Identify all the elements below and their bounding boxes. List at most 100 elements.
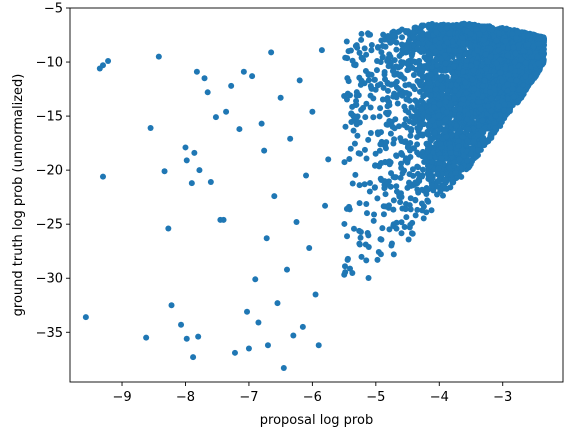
data-point	[436, 120, 443, 127]
data-point	[452, 170, 459, 177]
data-point	[165, 225, 172, 232]
x-tick-label: −6	[303, 390, 322, 405]
data-point	[358, 30, 365, 37]
data-point	[443, 109, 450, 116]
data-point	[522, 73, 529, 80]
data-point	[365, 274, 372, 281]
data-point	[501, 107, 508, 114]
data-point	[435, 178, 442, 185]
data-point	[456, 156, 463, 163]
data-point	[469, 146, 476, 153]
data-point	[513, 77, 520, 84]
data-point	[378, 160, 385, 167]
data-point	[363, 257, 370, 264]
data-point	[183, 335, 190, 342]
data-point	[410, 34, 417, 41]
data-point	[495, 103, 502, 110]
x-tick-label: −8	[176, 390, 195, 405]
data-point	[394, 100, 401, 107]
data-point	[518, 56, 525, 63]
data-point	[487, 53, 494, 60]
data-point	[385, 63, 392, 70]
data-point	[315, 342, 322, 349]
data-point	[507, 65, 514, 72]
data-point	[190, 354, 197, 361]
data-point	[368, 41, 375, 48]
data-point	[388, 240, 395, 247]
data-point	[487, 89, 494, 96]
data-point	[446, 30, 453, 37]
data-point	[444, 88, 451, 95]
data-point	[460, 68, 467, 75]
data-point	[287, 135, 294, 142]
data-point	[474, 90, 481, 97]
data-point	[408, 104, 415, 111]
data-point	[255, 319, 262, 326]
data-point	[361, 45, 368, 52]
data-point	[436, 101, 443, 108]
data-point	[431, 104, 438, 111]
data-point	[493, 60, 500, 67]
x-tick-label: −4	[430, 390, 449, 405]
data-point	[499, 44, 506, 51]
data-point	[249, 73, 256, 80]
data-point	[515, 42, 522, 49]
data-point	[383, 181, 390, 188]
data-point	[466, 163, 473, 170]
data-point	[178, 321, 185, 328]
data-point	[379, 96, 386, 103]
data-point	[390, 140, 397, 147]
data-point	[345, 78, 352, 85]
data-point	[501, 101, 508, 108]
data-point	[465, 111, 472, 118]
data-point	[435, 112, 442, 119]
data-point	[525, 41, 532, 48]
data-point	[539, 47, 546, 54]
data-point	[415, 164, 422, 171]
data-point	[374, 195, 381, 202]
data-point	[277, 94, 284, 101]
data-point	[459, 133, 466, 140]
data-point	[363, 100, 370, 107]
data-point	[280, 364, 287, 371]
data-point	[390, 251, 397, 258]
data-point	[363, 210, 370, 217]
data-point	[412, 197, 419, 204]
data-point	[468, 150, 475, 157]
data-point	[415, 40, 422, 47]
data-point	[419, 68, 426, 75]
data-point	[379, 53, 386, 60]
data-point	[433, 56, 440, 63]
data-point	[312, 291, 319, 298]
data-point	[393, 152, 400, 159]
data-point	[535, 40, 542, 47]
data-point	[268, 49, 275, 56]
data-point	[353, 121, 360, 128]
data-point	[470, 138, 477, 145]
data-point	[459, 34, 466, 41]
data-point	[477, 106, 484, 113]
data-point	[484, 110, 491, 117]
data-point	[490, 85, 497, 92]
data-point	[228, 82, 235, 89]
data-point	[388, 170, 395, 177]
data-point	[468, 62, 475, 69]
data-point	[510, 44, 517, 51]
data-point	[416, 57, 423, 64]
data-point	[414, 45, 421, 52]
data-point	[408, 127, 415, 134]
data-point	[455, 53, 462, 60]
y-tick-label: −25	[36, 218, 63, 233]
y-tick-label: −5	[44, 2, 63, 17]
data-point	[475, 141, 482, 148]
data-point	[452, 73, 459, 80]
data-point	[504, 81, 511, 88]
data-point	[390, 197, 397, 204]
points-layer	[82, 20, 547, 371]
data-point	[512, 50, 519, 57]
data-point	[406, 171, 413, 178]
data-point	[377, 251, 384, 258]
data-point	[204, 89, 211, 96]
data-point	[401, 224, 408, 231]
data-point	[356, 182, 363, 189]
